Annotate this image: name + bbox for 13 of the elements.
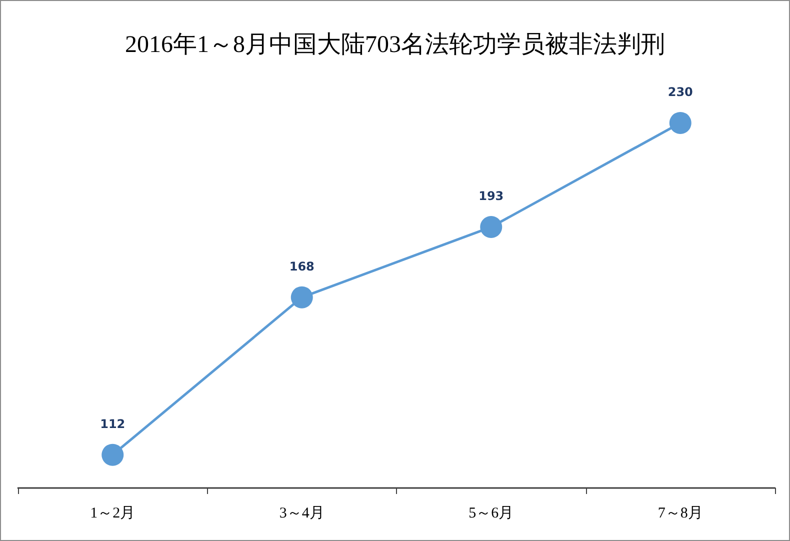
data-label: 193 (478, 189, 504, 204)
x-tick-label: 1～2月 (90, 506, 136, 522)
point (669, 112, 692, 134)
data-label: 230 (668, 84, 693, 99)
x-tick-label: 7～8月 (658, 506, 703, 522)
point (290, 286, 313, 308)
point (102, 444, 124, 466)
x-tick-label: 3～4月 (279, 506, 324, 522)
data-label: 168 (289, 259, 314, 274)
data-label: 112 (100, 416, 126, 431)
point (480, 216, 502, 238)
x-tick-label: 5～6月 (468, 506, 514, 522)
chart-title: 2016年1～8月中国大陆703名法轮功学员被非法判刑 (125, 32, 665, 58)
